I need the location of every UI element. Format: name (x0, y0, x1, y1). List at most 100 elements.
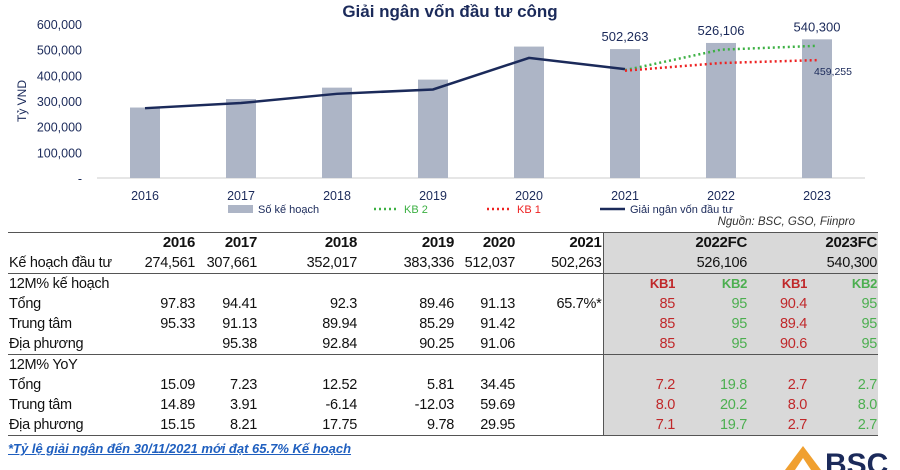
legend-label: KB 2 (404, 204, 428, 216)
table-cell: 12.52 (322, 377, 357, 393)
table-cell: 8.0 (748, 395, 808, 415)
table-cell: 90.6 (748, 334, 808, 355)
table-cell: 512,037 (455, 253, 516, 274)
table-cell: KB1 (748, 273, 808, 294)
table-cell: 19.7 (676, 415, 748, 436)
table-cell: 2020 (455, 232, 516, 253)
x-tick-label: 2023 (803, 189, 831, 203)
table-row: 2016 2017 2018 2019 2020 2021 2022FC 2023FC (8, 232, 878, 253)
x-tick-label: 2016 (131, 189, 159, 203)
table-cell (358, 274, 455, 295)
legend-label: Số kế hoạch (258, 204, 319, 216)
row-label: 12M% kế hoạch (9, 276, 110, 292)
table-cell: 19.8 (676, 375, 748, 395)
table-cell: 2022FC (676, 232, 748, 253)
row-label: Kế hoạch đầu tư (8, 253, 133, 274)
table-cell: 8.21 (196, 415, 258, 436)
row-label: Tổng (9, 377, 41, 393)
table-cell: 15.09 (160, 377, 195, 393)
table-cell: 95 (808, 334, 878, 355)
table-cell: 95 (676, 294, 748, 314)
chart-title: Giải ngân vốn đầu tư công (342, 2, 557, 21)
y-tick-label: 500,000 (37, 44, 82, 58)
svg-text:BSC: BSC (825, 448, 888, 470)
x-tick-label: 2022 (707, 189, 735, 203)
table-cell: 85 (603, 314, 676, 334)
table-cell: 2017 (196, 232, 258, 253)
table-cell: 2.7 (748, 415, 808, 436)
table-cell (808, 354, 878, 375)
y-tick-label: 300,000 (37, 95, 82, 109)
table-cell: 274,561 (133, 253, 196, 274)
table-cell: 307,661 (196, 253, 258, 274)
table-cell: 2021 (516, 232, 604, 253)
table-row: Kế hoạch đầu tư 274,561 307,661 352,017 383,… (8, 253, 878, 274)
table-cell: 90.25 (358, 334, 455, 355)
table-cell: 91.13 (222, 316, 257, 332)
table-cell: 14.89 (160, 397, 195, 413)
table-cell: 97.83 (160, 296, 195, 312)
y-tick-label: 400,000 (37, 69, 82, 83)
table-cell: 92.84 (258, 334, 358, 355)
table-cell (516, 375, 604, 395)
bar-2017 (226, 99, 256, 178)
table-cell: KB2 (676, 273, 748, 294)
x-tick-label: 2019 (419, 189, 447, 203)
table-row: 12M% kế hoạch KB1 KB2 KB1 KB2 (8, 273, 878, 295)
bar-2022 (706, 42, 736, 178)
table-cell: -6.14 (325, 397, 357, 413)
table-cell (516, 273, 604, 294)
table-cell: 95.33 (160, 316, 195, 332)
series-line-0 (144, 56, 626, 110)
bar-data-label: 526,106 (698, 23, 745, 38)
row-label: 12M% YoY (9, 357, 78, 373)
bar-data-label: 502,263 (602, 29, 649, 44)
table-cell (516, 395, 604, 415)
table-row: Trung tâm 95.33 91.13 89.94 85.29 91.42 85 95 89… (8, 314, 878, 334)
table-cell: 95.38 (196, 334, 258, 355)
table-cell: 95 (808, 294, 878, 314)
table-row: Trung tâm 14.89 3.91 -6.14 -12.03 59.69 8.0 20.… (8, 395, 878, 415)
table-cell: 85.29 (419, 316, 454, 332)
table-cell: 540,300 (808, 253, 878, 274)
table-row: Địa phương 95.38 92.84 90.25 91.06 85 95 90.6 95 (8, 334, 878, 355)
table-cell: 8.0 (808, 395, 878, 415)
source-note: Nguồn: BSC, GSO, Fiinpro (717, 216, 855, 228)
table-cell: 89.4 (748, 314, 808, 334)
row-label: Trung tâm (9, 316, 72, 332)
table-cell (603, 253, 676, 274)
table-cell (603, 232, 676, 253)
table-cell: 2.7 (748, 375, 808, 395)
table-cell: KB2 (808, 273, 878, 294)
table-cell: 95 (676, 314, 748, 334)
table-cell: 5.81 (426, 377, 454, 393)
table-cell: 34.45 (480, 377, 515, 393)
footnote: *Tỷ lệ giải ngân đến 30/11/2021 mới đạt … (8, 441, 352, 456)
table-cell: 2016 (133, 232, 196, 253)
table-cell: 3.91 (229, 397, 257, 413)
table-cell: 95 (676, 334, 748, 355)
y-axis-label: Tỷ VND (15, 80, 29, 122)
table-row: Tổng 15.09 7.23 12.52 5.81 34.45 7.2 19.8 2.7 2.7 (8, 375, 878, 395)
y-tick-label: 100,000 (37, 146, 82, 160)
table-cell: 95 (808, 314, 878, 334)
row-label: Địa phương (8, 334, 133, 355)
table-cell (603, 354, 676, 375)
table-cell (516, 354, 604, 375)
table-cell: 20.2 (676, 395, 748, 415)
x-tick-label: 2020 (515, 189, 543, 203)
table-cell: 2019 (358, 232, 455, 253)
table-cell: 65.7%* (516, 294, 604, 314)
y-tick-label: - (78, 172, 82, 186)
table-cell: 8.0 (603, 395, 676, 415)
bar-data-label: 540,300 (794, 19, 841, 34)
legend-label: Giải ngân vốn đầu tư (630, 204, 733, 216)
table-cell (516, 415, 604, 436)
legend-label: KB 1 (517, 204, 541, 216)
table-cell: 29.95 (455, 415, 516, 436)
table-cell: 91.13 (480, 296, 515, 312)
table-cell (748, 232, 808, 253)
y-tick-label: 200,000 (37, 121, 82, 135)
table-cell: 17.75 (258, 415, 358, 436)
table-cell (258, 355, 358, 376)
